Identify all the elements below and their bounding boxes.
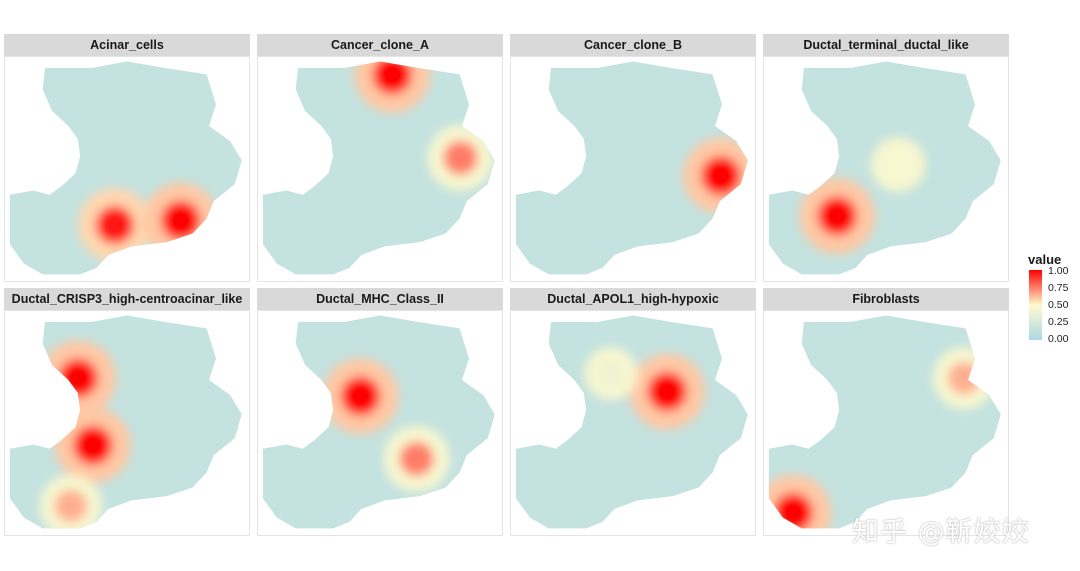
facet-panel: Ductal_CRISP3_high-centroacinar_like xyxy=(4,288,250,536)
watermark: 知乎 @靳姣姣 xyxy=(852,517,1030,548)
hotspot-core xyxy=(773,493,813,529)
facet-plot-area xyxy=(4,56,250,282)
facet-plot-area xyxy=(763,310,1009,536)
facet-title: Ductal_MHC_Class_II xyxy=(257,288,503,310)
hotspot-core xyxy=(443,140,478,175)
facet-panel: Fibroblasts xyxy=(763,288,1009,536)
spatial-map-svg xyxy=(515,315,748,529)
facet-title: Ductal_terminal_ductal_like xyxy=(763,34,1009,56)
spatial-map-svg xyxy=(262,315,495,529)
hotspot-core xyxy=(701,156,741,196)
facet-plot-area xyxy=(763,56,1009,282)
facet-title: Cancer_clone_A xyxy=(257,34,503,56)
facet-panel: Ductal_terminal_ductal_like xyxy=(763,34,1009,282)
facet-panel: Acinar_cells xyxy=(4,34,250,282)
legend-tick: 0.00 xyxy=(1048,333,1069,345)
facet-plot-area xyxy=(510,56,756,282)
spatial-map-svg xyxy=(9,61,242,275)
legend-tick: 1.00 xyxy=(1048,265,1069,277)
facet-plot-area xyxy=(257,310,503,536)
spatial-map-svg xyxy=(262,61,495,275)
hotspot-core xyxy=(399,441,434,476)
colorbar-legend: value 1.00 0.75 0.50 0.25 0.00 xyxy=(1026,252,1080,352)
hotspot-core xyxy=(58,358,98,398)
facet-panel: Cancer_clone_B xyxy=(510,34,756,282)
legend-gradient-bar xyxy=(1029,270,1042,340)
legend-tick: 0.25 xyxy=(1048,316,1069,328)
facet-title: Ductal_CRISP3_high-centroacinar_like xyxy=(4,288,250,310)
hotspot-core xyxy=(340,376,381,416)
spatial-map-svg xyxy=(768,315,1001,529)
tissue-region xyxy=(515,61,748,275)
facet-title: Ductal_APOL1_high-hypoxic xyxy=(510,288,756,310)
hotspot-core xyxy=(95,205,134,245)
legend-title: value xyxy=(1028,252,1062,267)
hotspot-core xyxy=(597,360,625,388)
hotspot-core xyxy=(647,372,687,412)
tissue-region xyxy=(262,61,495,275)
hotspot-core xyxy=(54,489,88,523)
hotspot-core xyxy=(73,425,113,465)
hotspot-core xyxy=(947,362,981,395)
hotspot-core xyxy=(817,196,857,236)
hotspot-core xyxy=(883,150,913,179)
tissue-region xyxy=(515,315,748,529)
hotspot-core xyxy=(161,200,201,241)
facet-panel: Ductal_MHC_Class_II xyxy=(257,288,503,536)
facet-plot-area xyxy=(4,310,250,536)
legend-tick: 0.50 xyxy=(1048,299,1069,311)
facet-title: Acinar_cells xyxy=(4,34,250,56)
facet-panel: Ductal_APOL1_high-hypoxic xyxy=(510,288,756,536)
spatial-map-svg xyxy=(768,61,1001,275)
facet-plot-area xyxy=(510,310,756,536)
hotspot-core xyxy=(372,61,412,95)
facet-panel: Cancer_clone_A xyxy=(257,34,503,282)
facet-title: Fibroblasts xyxy=(763,288,1009,310)
spatial-map-svg xyxy=(9,315,242,529)
spatial-map-svg xyxy=(515,61,748,275)
facet-title: Cancer_clone_B xyxy=(510,34,756,56)
facet-plot-area xyxy=(257,56,503,282)
legend-tick: 0.75 xyxy=(1048,282,1069,294)
